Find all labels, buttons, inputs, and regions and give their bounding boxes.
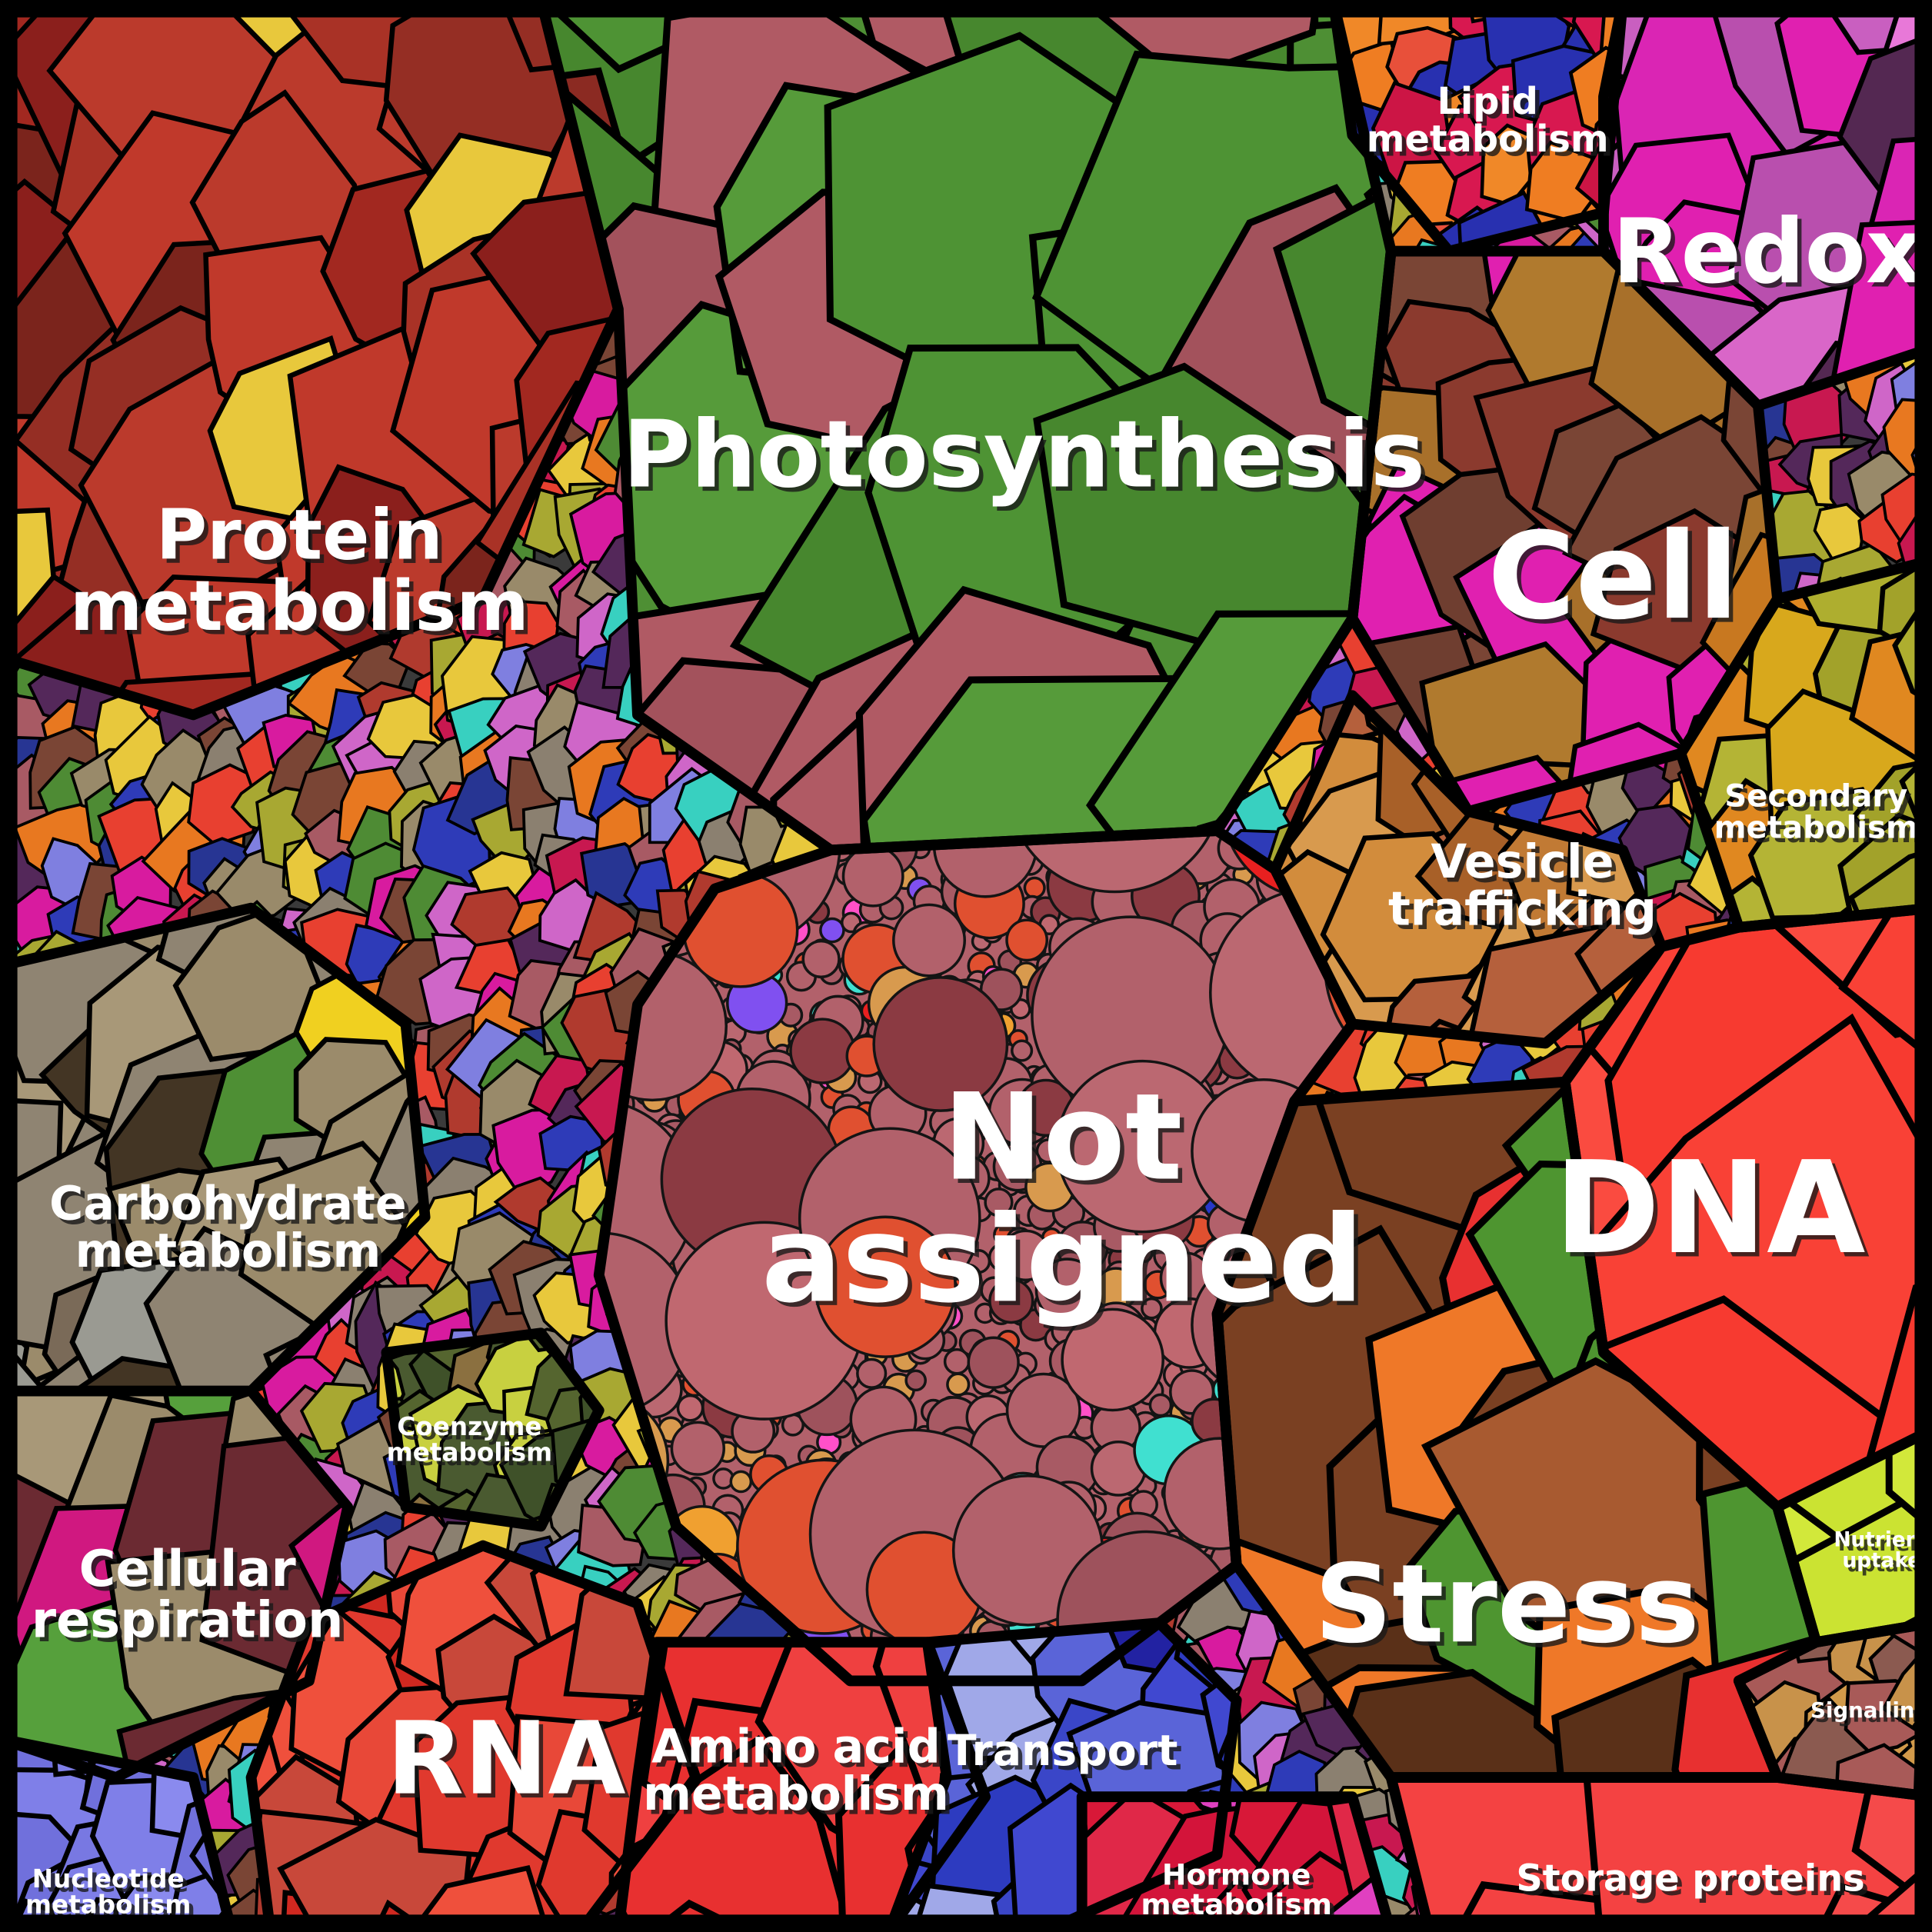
label-cellular-respiration: Cellular respiration (32, 1540, 344, 1650)
label-lipid-metabolism: Lipid metabolism (1367, 81, 1609, 161)
label-coenzyme-metabolism: Coenzyme metabolism (387, 1412, 552, 1467)
label-storage-proteins: Storage proteins (1516, 1857, 1864, 1900)
region-secondary-metabolism (1681, 560, 1932, 928)
region-photosynthesis (541, 0, 1391, 851)
label-dna: DNA (1554, 1134, 1866, 1283)
label-not-assigned: Not assigned (761, 1068, 1364, 1330)
label-shadow: Cellular respiration (35, 1544, 348, 1654)
label-cell: Cell (1487, 506, 1739, 646)
label-shadow: Vesicle trafficking (1393, 839, 1661, 940)
label-shadow: Secondary metabolism (1718, 783, 1922, 850)
label-photosynthesis: Photosynthesis (622, 401, 1425, 509)
label-carbohydrate-metabolism: Carbohydrate metabolism (49, 1177, 407, 1277)
label-nucleotide-metabolism: Nucleotide metabolism (25, 1864, 191, 1919)
label-shadow: Lipid metabolism (1371, 85, 1613, 165)
label-shadow: Coenzyme metabolism (391, 1417, 556, 1471)
label-shadow: Photosynthesis (627, 405, 1430, 513)
label-signalling: Signalling (1810, 1697, 1930, 1723)
label-shadow: Transport (951, 1731, 1182, 1780)
region-storage-proteins (1391, 1777, 1932, 1932)
label-secondary-metabolism: Secondary metabolism (1714, 779, 1918, 846)
label-shadow: DNA (1558, 1139, 1870, 1287)
label-shadow: Stress (1319, 1546, 1704, 1672)
label-shadow: Carbohydrate metabolism (54, 1181, 411, 1282)
label-shadow: Cell (1492, 511, 1744, 651)
label-transport: Transport (948, 1727, 1178, 1776)
label-protein-metabolism: Protein metabolism (70, 495, 529, 647)
label-shadow: Redox (1617, 205, 1927, 308)
label-stress: Stress (1314, 1541, 1700, 1667)
label-vesicle-trafficking: Vesicle trafficking (1388, 835, 1657, 936)
label-hormone-metabolism: Hormone metabolism (1141, 1858, 1332, 1921)
label-amino-acid-metabolism: Amino acid metabolism (643, 1720, 949, 1820)
label-shadow: Storage proteins (1521, 1862, 1869, 1904)
label-redox: Redox (1612, 201, 1923, 304)
label-shadow: RNA (391, 1704, 630, 1821)
label-shadow: Protein metabolism (75, 499, 534, 651)
label-shadow: Amino acid metabolism (648, 1724, 954, 1825)
label-shadow: Signalling (1814, 1701, 1932, 1727)
label-rna: RNA (387, 1700, 626, 1817)
label-nutrient-uptake: Nutrient uptake (1834, 1528, 1930, 1572)
label-shadow: Not assigned (765, 1071, 1367, 1334)
